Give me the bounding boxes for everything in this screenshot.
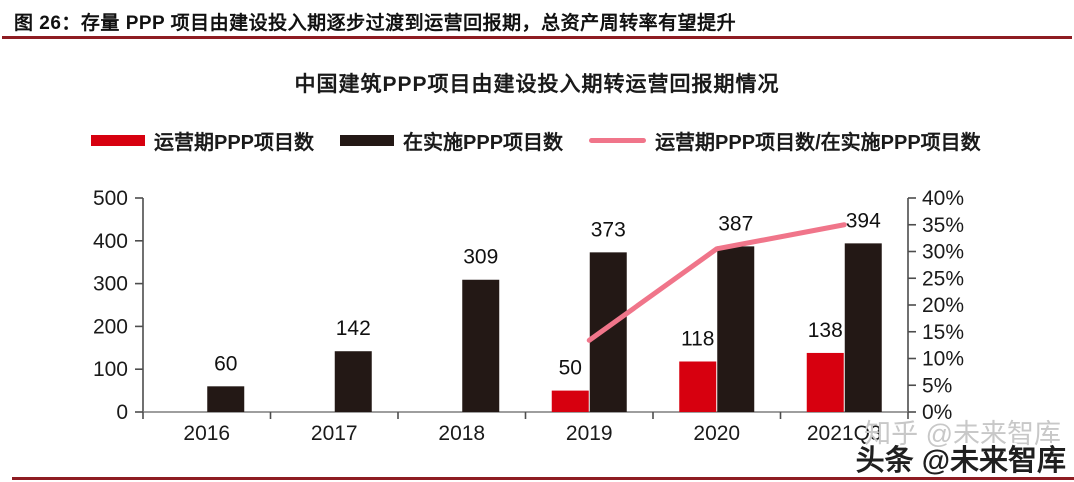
- x-axis-category-label: 2019: [566, 422, 613, 445]
- x-axis-category-label: 2020: [693, 422, 740, 445]
- x-axis-category-label: 2016: [183, 422, 230, 445]
- bar-inprogress-2019: [589, 252, 627, 412]
- right-axis-tick-label: 5%: [922, 374, 952, 397]
- legend-swatch-red-bar: [91, 135, 145, 146]
- x-axis-category-label: 2021Q3: [807, 422, 882, 445]
- bar-inprogress-2020: [717, 246, 755, 412]
- ratio-line: [586, 222, 847, 343]
- legend-label-operating-ppp: 运营期PPP项目数: [154, 132, 315, 154]
- bottom-rule: [12, 477, 1074, 480]
- x-axis-category-label: 2018: [438, 422, 485, 445]
- watermark-zhihu: 知乎 @未来智库: [864, 419, 1061, 449]
- x-axis-category-label: 2017: [311, 422, 358, 445]
- bar-operating-2021Q3: [806, 352, 844, 412]
- bar-operating-2019: [551, 390, 589, 412]
- figure-caption: 图 26：存量 PPP 项目由建设投入期逐步过渡到运营回报期，总资产周转率有望提…: [14, 13, 737, 34]
- bar-inprogress-2021Q3: [844, 243, 882, 412]
- left-axis-tick-label: 300: [93, 273, 128, 296]
- right-axis-tick-label: 20%: [922, 294, 964, 317]
- left-axis-tick-label: 500: [93, 187, 128, 210]
- chart-title: 中国建筑PPP项目由建设投入期转运营回报期情况: [294, 73, 780, 96]
- right-axis-tick-label: 25%: [922, 267, 964, 290]
- right-axis-tick-label: 30%: [922, 241, 964, 264]
- left-axis-tick-label: 100: [93, 358, 128, 381]
- chart-legend: 运营期PPP项目数 在实施PPP项目数 运营期PPP项目数/在实施PPP项目数: [91, 126, 981, 155]
- watermark-toutiao: 头条 @未来智库: [855, 445, 1066, 477]
- bar-value-label: 387: [718, 212, 753, 235]
- right-axis-tick-label: 0%: [922, 401, 952, 424]
- left-axis-tick-label: 200: [93, 315, 128, 338]
- bar-value-label: 138: [808, 319, 843, 342]
- bar-value-label: 118: [681, 327, 714, 350]
- right-axis-tick-label: 10%: [922, 348, 964, 371]
- bar-value-label: 50: [559, 357, 582, 380]
- legend-swatch-pink-line: [589, 138, 647, 143]
- legend-label-inprogress-ppp: 在实施PPP项目数: [403, 132, 564, 154]
- right-axis-tick-label: 15%: [922, 321, 964, 344]
- bar-operating-2020: [679, 361, 717, 412]
- legend-item-ratio: 运营期PPP项目数/在实施PPP项目数: [589, 126, 981, 155]
- legend-label-ratio: 运营期PPP项目数/在实施PPP项目数: [655, 132, 981, 154]
- bar-value-label: 394: [846, 209, 881, 232]
- bar-inprogress-2017: [334, 351, 372, 412]
- legend-item-inprogress-ppp: 在实施PPP项目数: [340, 126, 563, 155]
- bar-inprogress-2018: [462, 279, 500, 412]
- right-axis-tick-label: 35%: [922, 214, 964, 237]
- left-axis-tick-label: 0: [116, 401, 128, 424]
- bar-inprogress-2016: [207, 386, 245, 412]
- bar-value-label: 60: [214, 352, 237, 375]
- caption-underline: [2, 36, 1072, 39]
- right-axis-tick-label: 40%: [922, 187, 964, 210]
- bar-value-label: 309: [463, 246, 498, 269]
- left-axis-tick-label: 400: [93, 230, 128, 253]
- legend-item-operating-ppp: 运营期PPP项目数: [91, 126, 314, 155]
- combo-bar-line-chart: 0 100 200 300 400 500 0% 5% 10% 15% 20% 25% 30% 35% 40…: [93, 187, 964, 445]
- legend-swatch-dark-bar: [340, 135, 395, 146]
- bar-value-label: 373: [591, 218, 626, 241]
- bar-value-label: 142: [336, 317, 371, 340]
